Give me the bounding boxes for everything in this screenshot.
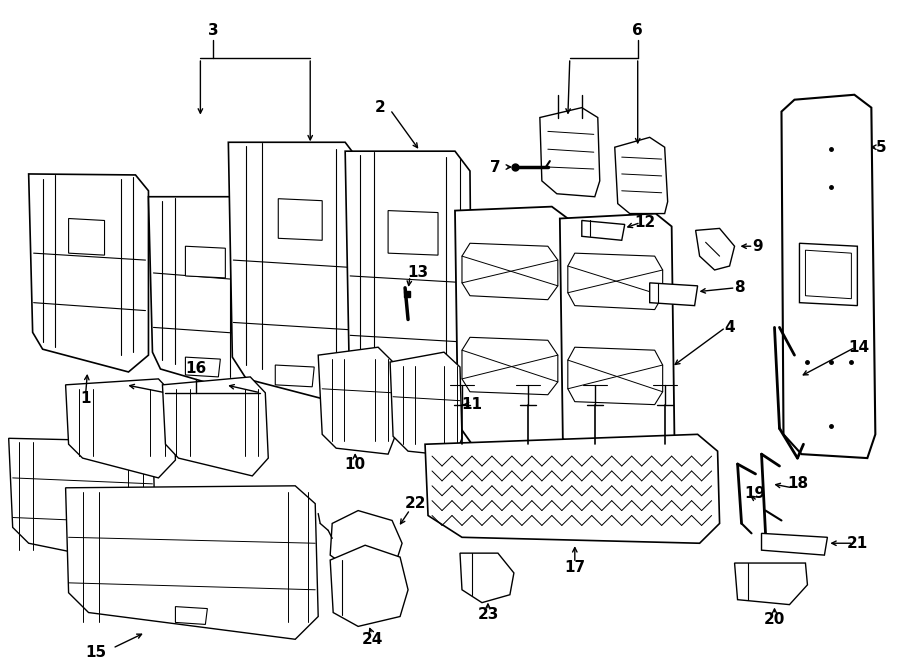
- Polygon shape: [581, 221, 625, 241]
- Text: 6: 6: [633, 23, 643, 38]
- Polygon shape: [162, 377, 268, 476]
- Text: 8: 8: [734, 280, 745, 295]
- Polygon shape: [425, 434, 720, 543]
- Polygon shape: [650, 283, 698, 305]
- Text: 12: 12: [634, 215, 655, 230]
- Text: 7: 7: [490, 159, 500, 175]
- Polygon shape: [148, 197, 256, 392]
- Polygon shape: [185, 357, 220, 377]
- Text: 21: 21: [847, 535, 868, 551]
- Polygon shape: [390, 352, 462, 456]
- Polygon shape: [9, 438, 156, 565]
- Polygon shape: [761, 533, 827, 555]
- Polygon shape: [799, 243, 858, 305]
- Polygon shape: [734, 563, 807, 605]
- Polygon shape: [615, 137, 668, 214]
- Text: 20: 20: [764, 612, 785, 627]
- Polygon shape: [560, 214, 675, 476]
- Polygon shape: [68, 219, 104, 255]
- Polygon shape: [781, 95, 876, 458]
- Text: 4: 4: [724, 320, 735, 335]
- Polygon shape: [540, 108, 599, 197]
- Polygon shape: [696, 229, 734, 270]
- Text: 9: 9: [752, 239, 763, 254]
- Polygon shape: [460, 553, 514, 603]
- Text: 17: 17: [564, 559, 585, 574]
- Text: 1: 1: [80, 391, 91, 407]
- Text: 13: 13: [408, 266, 428, 280]
- Polygon shape: [390, 375, 430, 397]
- Text: 5: 5: [876, 139, 886, 155]
- Text: 15: 15: [85, 644, 106, 660]
- Text: 18: 18: [787, 477, 808, 491]
- Polygon shape: [278, 199, 322, 241]
- Text: 19: 19: [744, 486, 765, 501]
- Polygon shape: [806, 250, 851, 299]
- Text: 24: 24: [362, 632, 382, 646]
- Text: 11: 11: [462, 397, 482, 412]
- Polygon shape: [346, 151, 472, 414]
- Polygon shape: [66, 379, 176, 478]
- Polygon shape: [462, 243, 558, 299]
- Polygon shape: [568, 253, 662, 309]
- Polygon shape: [29, 174, 148, 372]
- Text: 2: 2: [374, 100, 385, 115]
- Polygon shape: [330, 545, 408, 627]
- Polygon shape: [568, 347, 662, 405]
- Polygon shape: [319, 347, 395, 454]
- Polygon shape: [388, 211, 438, 255]
- Polygon shape: [176, 607, 207, 625]
- Text: 3: 3: [208, 23, 219, 38]
- Text: 22: 22: [404, 496, 426, 511]
- Polygon shape: [185, 247, 225, 278]
- Polygon shape: [462, 337, 558, 395]
- Text: 10: 10: [345, 457, 365, 471]
- Polygon shape: [66, 486, 319, 639]
- Polygon shape: [455, 207, 572, 464]
- Text: 23: 23: [477, 607, 499, 622]
- Polygon shape: [229, 142, 362, 405]
- Text: 16: 16: [185, 362, 207, 377]
- Text: 14: 14: [849, 340, 870, 355]
- Polygon shape: [275, 365, 314, 387]
- Polygon shape: [330, 510, 402, 573]
